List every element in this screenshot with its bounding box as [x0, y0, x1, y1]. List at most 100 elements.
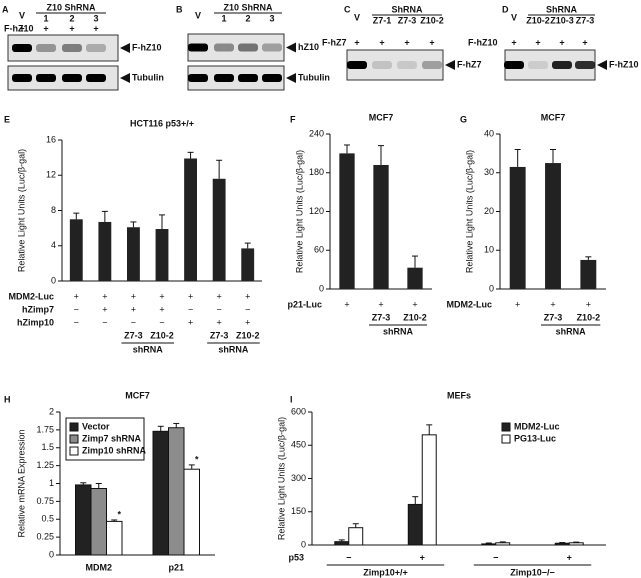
condition-mark: + [586, 299, 591, 309]
condition-mark: + [378, 299, 383, 309]
y-tick-label: 0.75 [36, 496, 54, 506]
chart-title: HCT116 p53+/+ [130, 118, 194, 128]
group-label: ShRNA [392, 4, 423, 14]
blot-band [214, 74, 234, 82]
lane-label: Z10-2 [420, 15, 444, 25]
group-label: Zimp10−/− [510, 567, 555, 577]
legend-box [65, 417, 145, 461]
shrna-caption: shRNA [383, 326, 414, 336]
blot-band [12, 74, 32, 82]
shrna-label: Z7-3 [124, 330, 143, 340]
condition-mark: − [74, 317, 79, 327]
band-label: Tubulin [298, 72, 330, 82]
condition-mark: + [515, 299, 520, 309]
legend-swatch [501, 434, 511, 444]
panel-letter: H [4, 394, 11, 404]
condition-mark: + [74, 291, 79, 301]
y-tick-label: 0 [319, 283, 324, 293]
bar [184, 158, 197, 281]
bar [481, 543, 497, 546]
error-bar [378, 145, 384, 165]
band-label: hZ10 [298, 42, 319, 52]
blot-band [62, 44, 82, 52]
condition-label: p21-Luc [287, 299, 322, 309]
blot-band [238, 43, 258, 52]
panel-letter: A [2, 4, 9, 14]
panel-letter: D [502, 4, 509, 14]
condition-label: MDM2-Luc [9, 291, 55, 301]
legend-label: MDM2-Luc [514, 421, 560, 431]
x-tick-label: + [420, 552, 425, 562]
bar [334, 541, 350, 546]
error-bar [352, 523, 359, 528]
x-tick-label: p21 [168, 562, 184, 572]
blot-band [36, 74, 56, 82]
error-bar [559, 542, 566, 544]
blot-band [238, 74, 258, 82]
condition-mark: + [159, 304, 164, 314]
error-bar [80, 482, 87, 485]
panel-letter: I [290, 394, 293, 404]
error-bar [485, 542, 492, 544]
panel-letter: G [460, 114, 467, 124]
y-tick-label: 8 [51, 205, 56, 215]
condition-label: MDM2-Luc [447, 299, 493, 309]
treatment-mark: + [535, 37, 540, 47]
lane-label: 3 [269, 13, 274, 23]
blot-band [262, 43, 282, 52]
significance-mark: * [195, 454, 199, 464]
lane-label: Z10-3 [550, 15, 574, 25]
group-label: Z10 ShRNA [223, 2, 273, 12]
y-tick-label: 1.75 [36, 424, 54, 434]
treatment-mark: + [559, 37, 564, 47]
error-bar [426, 424, 433, 435]
bar [580, 259, 597, 289]
legend-label: Zimp7 shRNA [82, 433, 142, 443]
treatment-mark: + [511, 37, 516, 47]
lane-label: Z10-2 [526, 15, 550, 25]
condition-mark: + [188, 291, 193, 301]
bar [339, 153, 355, 289]
blot-band [86, 44, 106, 52]
y-tick-label: 300 [291, 473, 306, 483]
significance-mark: * [117, 509, 121, 519]
y-axis-label: Relative mRNA Expression [16, 429, 26, 537]
y-tick-label: 1.5 [41, 442, 54, 452]
chart-title: MEFs [447, 390, 471, 400]
bar [407, 267, 423, 289]
lane-label: 2 [245, 13, 250, 23]
bar [183, 468, 200, 556]
bar [127, 227, 140, 281]
y-tick-label: 600 [291, 406, 306, 416]
legend-swatch [69, 422, 79, 432]
bar [155, 229, 169, 281]
y-tick-label: 16 [46, 134, 56, 144]
condition-mark: + [344, 299, 349, 309]
error-bar [412, 496, 419, 505]
lane-label: V [195, 10, 201, 20]
blot-band [262, 74, 282, 82]
blot-band [397, 61, 417, 69]
condition-mark: + [131, 304, 136, 314]
y-axis-label: Relative Light Units (Luc/β-gal) [294, 150, 304, 273]
legend-label: Zimp10 shRNA [82, 445, 147, 455]
panel-letter: E [4, 114, 10, 124]
group-label: ShRNA [546, 4, 577, 14]
error-bar [187, 151, 194, 159]
blot-band [86, 74, 106, 82]
shrna-label: Z7-3 [210, 330, 229, 340]
bar [69, 219, 83, 281]
y-tick-label: 0 [51, 275, 56, 285]
treatment-mark: + [379, 37, 384, 47]
y-tick-label: 60 [314, 245, 324, 255]
treatment-label: F-hZ7 [322, 37, 347, 47]
condition-mark: + [159, 291, 164, 301]
condition-mark: − [74, 304, 79, 314]
shrna-label: Z10-2 [403, 312, 427, 322]
treatment-mark: + [354, 37, 359, 47]
error-bar [216, 159, 223, 179]
y-axis-label: Relative Light Units (Luc/β-gal) [464, 150, 474, 273]
x-tick-label: + [567, 552, 572, 562]
group-label: Z10 ShRNA [46, 2, 96, 12]
error-bar [73, 212, 80, 220]
